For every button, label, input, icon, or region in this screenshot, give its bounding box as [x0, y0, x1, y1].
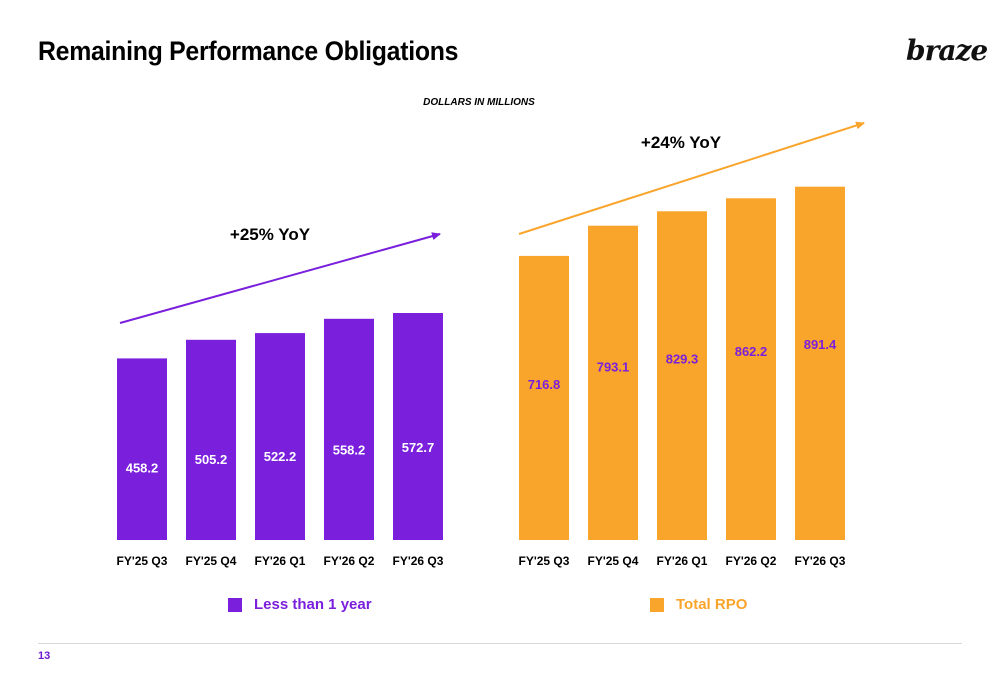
less-than-1-year-bar-fy-26-q1: [255, 333, 305, 540]
braze-logo: braze: [906, 34, 988, 67]
total-rpo-tick-label-fy-26-q2: FY'26 Q2: [726, 554, 777, 568]
total-rpo-data-label-fy-26-q3: 891.4: [804, 337, 837, 352]
total-rpo-tick-label-fy-26-q1: FY'26 Q1: [657, 554, 708, 568]
less-than-1-year-bar-fy-25-q3: [117, 358, 167, 540]
less-than-1-year-bar-fy-26-q3: [393, 313, 443, 540]
less-than-1-year-bar-fy-25-q4: [186, 339, 236, 540]
total-rpo-bar-fy-26-q1: [657, 211, 707, 541]
total-rpo-bar-fy-26-q2: [726, 198, 776, 541]
total-rpo-bar-fy-25-q3: [519, 255, 569, 540]
total-rpo-growth-annotation: +24% YoY: [641, 133, 722, 152]
less-than-1-year-trend-arrow: [119, 232, 441, 324]
less-than-1-year-growth-annotation: +25% YoY: [230, 225, 311, 244]
less-than-1-year-tick-label-fy-25-q3: FY'25 Q3: [117, 554, 168, 568]
units-label: DOLLARS IN MILLIONS: [423, 97, 535, 108]
less-than-1-year-data-label-fy-26-q1: 522.2: [264, 449, 297, 464]
legend-total-rpo: Total RPO: [650, 596, 747, 613]
total-rpo-tick-label-fy-26-q3: FY'26 Q3: [795, 554, 846, 568]
total-rpo-bar-fy-26-q3: [795, 186, 845, 540]
less-than-1-year-tick-label-fy-26-q1: FY'26 Q1: [255, 554, 306, 568]
less-than-1-year-tick-label-fy-26-q3: FY'26 Q3: [393, 554, 444, 568]
total-rpo-data-label-fy-26-q1: 829.3: [666, 351, 699, 366]
legend-swatch-purple: [228, 597, 242, 612]
total-rpo-bar-fy-25-q4: [588, 225, 638, 540]
footer-divider: [38, 643, 962, 644]
legend-swatch-orange: [650, 597, 664, 612]
legend-label-less-than-1-year: Less than 1 year: [254, 596, 372, 613]
page-number: 13: [38, 650, 51, 662]
less-than-1-year-data-label-fy-26-q3: 572.7: [402, 440, 435, 455]
less-than-1-year-tick-label-fy-25-q4: FY'25 Q4: [186, 554, 237, 568]
less-than-1-year-chart: 458.2 FY'25 Q3 505.2 FY'25 Q4 522.2 FY'26 Q1 5…: [117, 225, 444, 568]
total-rpo-data-label-fy-25-q4: 793.1: [597, 360, 630, 375]
legend-less-than-1-year: Less than 1 year: [228, 596, 372, 613]
less-than-1-year-bar-fy-26-q2: [324, 318, 374, 540]
total-rpo-data-label-fy-26-q2: 862.2: [735, 344, 768, 359]
less-than-1-year-data-label-fy-25-q3: 458.2: [126, 460, 159, 475]
less-than-1-year-data-label-fy-25-q4: 505.2: [195, 452, 228, 467]
total-rpo-tick-label-fy-25-q4: FY'25 Q4: [588, 554, 639, 568]
total-rpo-trend-arrow: [518, 121, 865, 235]
less-than-1-year-tick-label-fy-26-q2: FY'26 Q2: [324, 554, 375, 568]
total-rpo-data-label-fy-25-q3: 716.8: [528, 377, 561, 392]
page-title: Remaining Performance Obligations: [38, 36, 459, 66]
total-rpo-chart: 716.8 FY'25 Q3 793.1 FY'25 Q4 829.3 FY'26 Q1 8…: [518, 121, 865, 568]
less-than-1-year-data-label-fy-26-q2: 558.2: [333, 443, 366, 458]
total-rpo-tick-label-fy-25-q3: FY'25 Q3: [519, 554, 570, 568]
legend-label-total-rpo: Total RPO: [676, 596, 748, 613]
